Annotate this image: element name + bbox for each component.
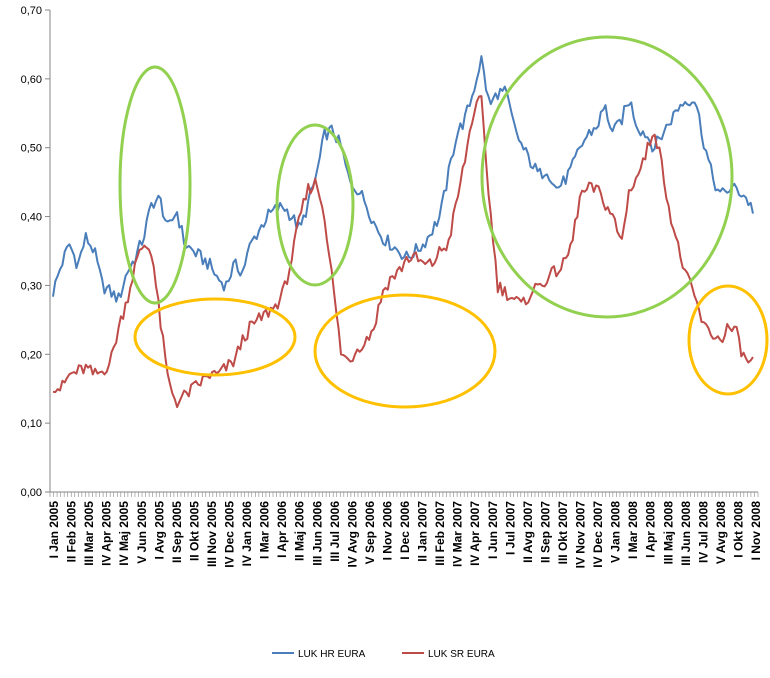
series-line-2: [52, 95, 754, 409]
y-tick-label: 0,10: [21, 418, 42, 430]
series-lines: [52, 55, 754, 409]
x-tick-label: V Sep 2006: [363, 501, 377, 565]
y-tick-label: 0,20: [21, 349, 42, 361]
x-tick-label: V Jun 2005: [135, 501, 149, 564]
y-axis: 0,00 0,10 0,20 0,30 0,40 0,50 0,60 0,70: [21, 5, 51, 499]
x-tick-label: I Nov 2008: [749, 501, 763, 561]
x-tick-label: II Maj 2006: [293, 501, 307, 561]
x-tick-label: I Apr 2008: [644, 501, 658, 558]
x-tick-label: II Avg 2007: [521, 501, 535, 563]
x-tick-label: II Sep 2007: [538, 501, 552, 563]
legend: LUK HR EURA LUK SR EURA: [272, 649, 495, 660]
annotation-ellipse: [133, 297, 297, 377]
x-tick-label: I Okt 2008: [731, 501, 745, 558]
x-tick-label: I Jan 2005: [47, 501, 61, 559]
x-tick-label: IV Apr 2007: [468, 501, 482, 566]
x-tick-label: IV Maj 2005: [117, 501, 131, 566]
x-tick-label: III Maj 2008: [661, 501, 675, 565]
x-tick-label: III Jul 2006: [328, 501, 342, 562]
x-tick-label: I Jun 2007: [486, 501, 500, 559]
legend-label: LUK SR EURA: [428, 649, 495, 660]
annotation-ellipse: [275, 123, 355, 287]
x-tick-label: IV Apr 2005: [100, 501, 114, 566]
series-line-1: [52, 55, 754, 303]
x-tick-label: II Feb 2005: [65, 501, 79, 563]
x-tick-label: I Avg 2005: [152, 501, 166, 560]
x-tick-label: V Avg 2008: [714, 501, 728, 564]
annotation-ellipse: [687, 284, 769, 396]
x-axis: I Jan 2005 II Feb 2005 III Mar 2005 IV Apr …: [47, 491, 763, 569]
x-tick-label: II Jan 2007: [416, 501, 430, 562]
y-tick-label: 0,00: [21, 487, 42, 499]
x-tick-label: II Sep 2005: [170, 501, 184, 563]
legend-label: LUK HR EURA: [298, 649, 366, 660]
x-tick-label: III Okt 2007: [556, 501, 570, 565]
x-tick-label: IV Dec 2005: [223, 501, 237, 568]
x-tick-label: III Jun 2006: [310, 501, 324, 566]
x-tick-label: IV Nov 2007: [574, 501, 588, 569]
x-tick-label: IV Dec 2007: [591, 501, 605, 568]
y-tick-label: 0,50: [21, 143, 42, 155]
x-tick-label: I Jul 2007: [503, 501, 517, 555]
y-tick-label: 0,60: [21, 74, 42, 86]
y-tick-label: 0,30: [21, 280, 42, 292]
x-tick-label: II Okt 2005: [187, 501, 201, 561]
x-tick-label: IV Jul 2008: [696, 501, 710, 563]
x-tick-label: I Dec 2006: [398, 501, 412, 560]
y-tick-label: 0,70: [21, 5, 42, 17]
annotation-ellipse: [313, 293, 497, 409]
annotation-ellipse: [118, 65, 192, 305]
annotation-ellipse: [480, 35, 734, 319]
x-tick-label: I Mar 2008: [626, 501, 640, 559]
x-tick-label: IV Mar 2007: [451, 501, 465, 567]
x-tick-label: III Nov 2005: [205, 501, 219, 567]
x-tick-label: I Mar 2006: [258, 501, 272, 559]
x-tick-label: III Jun 2008: [679, 501, 693, 566]
x-tick-label: III Mar 2005: [82, 501, 96, 566]
x-tick-label: I Nov 2006: [380, 501, 394, 561]
x-tick-label: III Feb 2007: [433, 501, 447, 566]
annotation-ellipses: [118, 35, 769, 409]
y-tick-label: 0,40: [21, 212, 42, 224]
x-tick-label: V Jan 2008: [609, 501, 623, 563]
x-tick-label: IV Jan 2006: [240, 501, 254, 567]
x-tick-label: I Apr 2006: [275, 501, 289, 558]
x-tick-label: IV Avg 2006: [345, 501, 359, 568]
